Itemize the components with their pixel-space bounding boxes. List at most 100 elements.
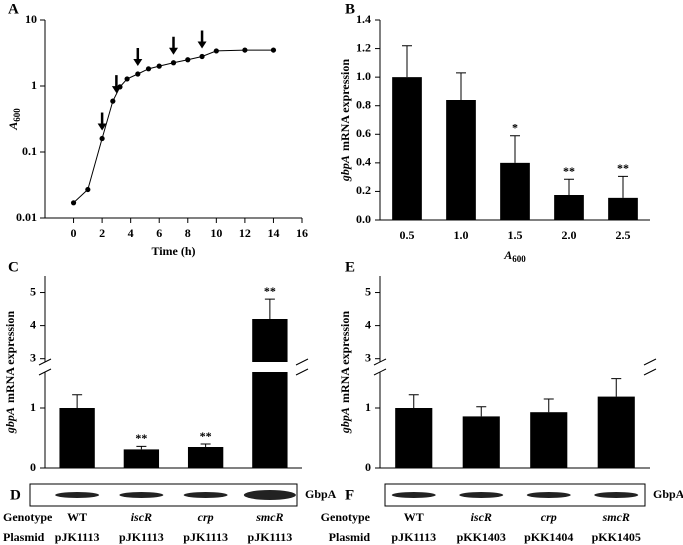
data-point — [145, 66, 152, 72]
blot-band — [459, 492, 504, 498]
error-bar — [456, 72, 466, 100]
genotype-label: WT — [404, 510, 424, 524]
data-point — [213, 48, 219, 54]
x-tick-label: 6 — [156, 226, 162, 240]
row-label: Plasmid — [329, 530, 371, 544]
y-axis-label: gbpA mRNA expression — [338, 59, 352, 182]
x-tick-label: 2.0 — [562, 228, 577, 242]
blot-label: GbpA — [653, 487, 683, 501]
plasmid-label: pKK1405 — [592, 530, 641, 544]
blot-band — [391, 492, 436, 498]
y-tick-label: 0.0 — [356, 212, 371, 226]
data-point — [70, 200, 77, 206]
axis-break-mark — [643, 358, 657, 376]
significance-label: * — [512, 120, 518, 134]
plasmid-label: pJK1113 — [391, 530, 436, 544]
plasmid-label: pJK1113 — [119, 530, 164, 544]
arrow-head — [111, 86, 121, 94]
bar — [395, 408, 433, 468]
x-tick-label: 16 — [296, 226, 308, 240]
x-tick-label: 2.5 — [616, 228, 631, 242]
y-tick-label: 0.8 — [356, 97, 371, 111]
error-bar — [476, 406, 487, 417]
y-tick-label: 5 — [30, 284, 36, 298]
axis-break-gap — [372, 362, 658, 372]
y-axis-label-text: mRNA expression — [338, 311, 352, 403]
data-point — [242, 47, 248, 53]
error-bar — [136, 445, 147, 450]
y-tick-label: 1.0 — [356, 69, 371, 83]
row-label: Genotype — [321, 510, 371, 524]
bar — [608, 197, 638, 220]
arrow-head — [169, 47, 178, 55]
x-tick-label: 14 — [267, 226, 279, 240]
data-point — [85, 186, 91, 193]
panel-label: C — [8, 259, 19, 275]
blot-band — [594, 492, 639, 498]
axis-break-gap — [37, 362, 310, 372]
y-tick-label: 4 — [365, 317, 371, 331]
x-tick-label: 1.5 — [508, 228, 523, 242]
x-axis-label-text: A — [503, 248, 512, 262]
arrow-head — [197, 41, 207, 49]
row-label: Plasmid — [3, 530, 45, 544]
x-tick-label: 4 — [128, 226, 134, 240]
axis-break-mark — [295, 358, 309, 376]
error-bar — [510, 135, 520, 163]
bar — [252, 319, 288, 468]
x-tick-label: 0.5 — [400, 228, 415, 242]
x-tick-label: 0 — [71, 226, 77, 240]
error-bar — [200, 443, 211, 447]
blot-band — [183, 492, 228, 498]
blot-frame — [384, 483, 646, 507]
data-point — [110, 98, 116, 104]
significance-label: ** — [135, 431, 147, 445]
genotype-label: iscR — [471, 510, 492, 524]
data-point — [124, 76, 130, 82]
x-axis-label-sub: 600 — [512, 254, 526, 264]
y-tick-label: 3 — [30, 350, 36, 364]
significance-label: ** — [200, 429, 212, 443]
x-tick-label: 1.0 — [454, 228, 469, 242]
x-tick-label: 2 — [99, 226, 105, 240]
data-point — [135, 71, 141, 77]
x-tick-label: 10 — [210, 226, 222, 240]
bar — [462, 416, 500, 468]
data-point — [99, 135, 105, 142]
panel-label: E — [345, 259, 355, 275]
y-tick-label: 0 — [365, 460, 371, 474]
y-axis-label: gbpA mRNA expression — [3, 311, 17, 434]
arrow-head — [133, 58, 143, 66]
panel-label: A — [8, 1, 19, 17]
bar — [392, 77, 422, 221]
error-bar — [402, 45, 412, 78]
error-bar — [408, 394, 419, 408]
panel-label: F — [345, 487, 354, 503]
y-axis-label: gbpA mRNA expression — [338, 311, 352, 434]
significance-label: ** — [264, 284, 276, 298]
bar — [554, 195, 584, 220]
y-axis-label-text: mRNA expression — [338, 59, 352, 151]
y-tick-label: 10 — [25, 12, 37, 26]
y-tick-label: 5 — [365, 284, 371, 298]
blot-band — [526, 492, 571, 498]
arrow-head — [97, 123, 107, 131]
y-tick-label: 0.1 — [22, 144, 37, 158]
y-tick-label: 1.2 — [356, 40, 371, 54]
y-axis-label-text: mRNA expression — [3, 311, 17, 403]
y-tick-label: 0 — [30, 460, 36, 474]
genotype-label: crp — [198, 510, 214, 524]
plasmid-label: pJK1113 — [248, 530, 293, 544]
panel-label: B — [345, 1, 355, 17]
y-tick-label: 0.01 — [16, 210, 37, 224]
bar — [123, 449, 160, 468]
genotype-label: smcR — [255, 510, 283, 524]
bar — [187, 447, 224, 468]
plasmid-label: pKK1403 — [457, 530, 506, 544]
y-axis-label-gene: gbpA — [3, 407, 17, 434]
x-axis-label: Time (h) — [151, 244, 195, 258]
significance-label: ** — [617, 161, 629, 175]
blot-band — [55, 492, 100, 498]
data-point — [185, 57, 191, 63]
genotype-label: WT — [67, 510, 87, 524]
